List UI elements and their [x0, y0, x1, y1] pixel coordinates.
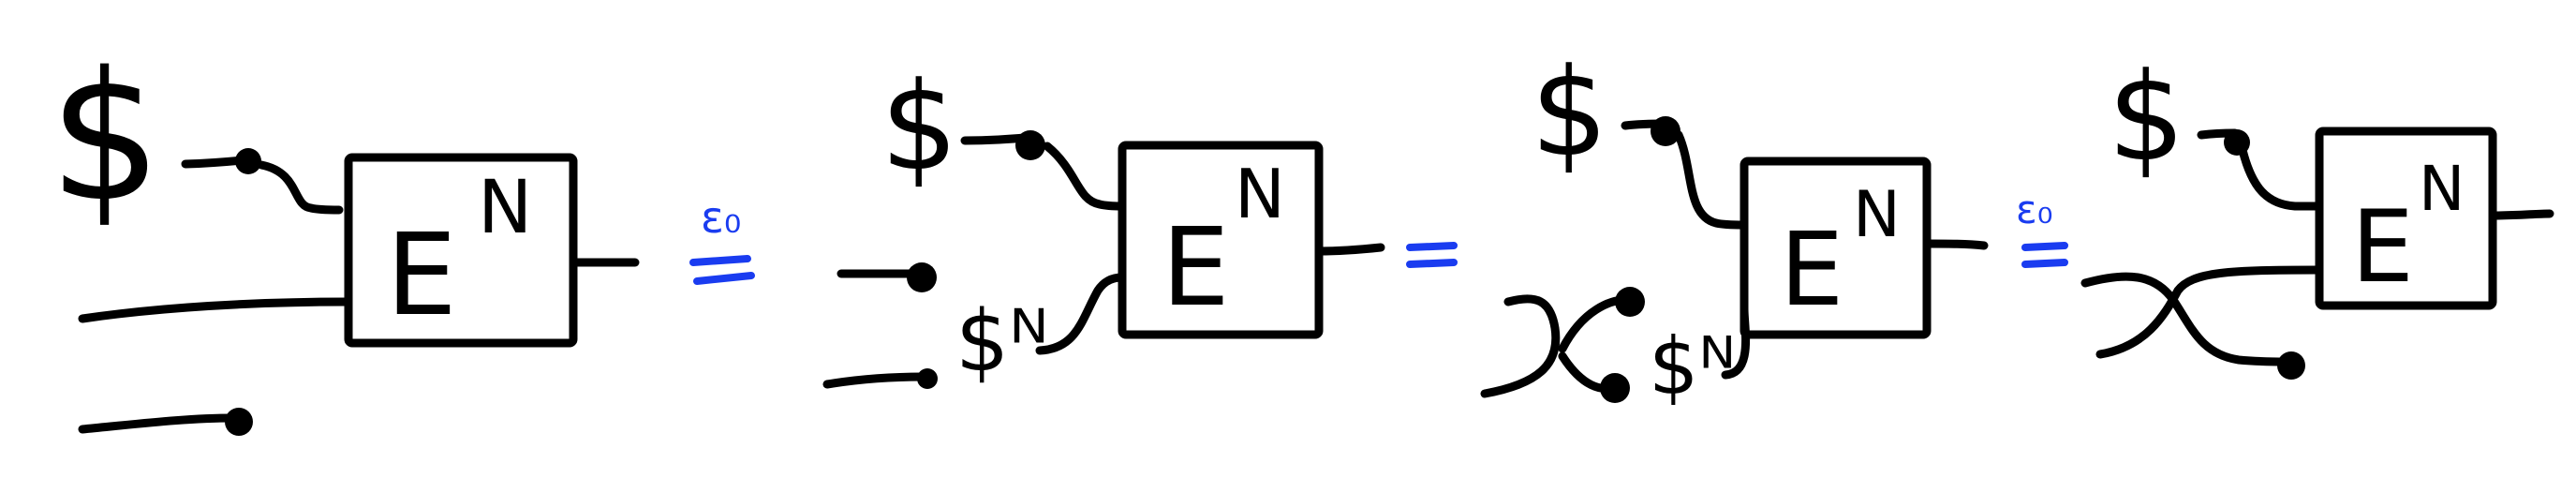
wire-crossing-up — [2095, 265, 2324, 359]
wire-endpoint-dot — [1651, 116, 1680, 146]
diagram-panel-1: $ E N — [49, 34, 640, 436]
box-superscript: N — [1235, 155, 1285, 233]
box-superscript: N — [478, 166, 532, 250]
relation-epsilon-2: ε₀ — [2016, 187, 2068, 268]
diagram-panel-2: $ E N $ᴺ — [822, 55, 1385, 391]
wire-endpoint-dot — [235, 148, 261, 174]
box-superscript: N — [1853, 178, 1901, 252]
dollar-symbol: $ — [1531, 41, 1608, 184]
wire-cup-upper — [1480, 294, 1561, 398]
wire-bottom — [822, 372, 927, 389]
equals-upper-bar — [1406, 242, 1458, 251]
box-e-n — [1118, 141, 1324, 339]
wire-top-curve — [1674, 130, 1749, 230]
wire-top-curve — [2238, 145, 2324, 211]
box-label: E — [2351, 189, 2414, 305]
dollar-symbol: $ — [2108, 46, 2185, 188]
wire-lower-input — [78, 297, 353, 323]
box-label: E — [1780, 212, 1843, 329]
dollar-symbol: $ — [881, 55, 958, 198]
wire-top-curve — [1043, 142, 1127, 211]
diagram-panel-4: $ E N — [2080, 46, 2554, 380]
wire-cup-lower — [1558, 295, 1630, 353]
wire-endpoint-dot — [907, 262, 937, 292]
equals-lower-bar — [2021, 259, 2068, 268]
equals-lower-bar — [1406, 259, 1458, 268]
dollar-n-symbol: $ᴺ — [1649, 321, 1736, 412]
wire-endpoint-dot — [225, 408, 253, 436]
wire-top-curve — [257, 160, 344, 215]
equals-upper-bar — [2021, 242, 2068, 251]
box-superscript: N — [2419, 153, 2465, 225]
relation-equals — [1406, 242, 1458, 268]
epsilon-label: ε₀ — [2016, 187, 2053, 232]
wire-endpoint-dot — [2277, 351, 2305, 380]
relation-epsilon-1: ε₀ — [689, 192, 755, 285]
epsilon-label: ε₀ — [701, 192, 741, 243]
wire-output — [1314, 243, 1385, 256]
wire-endpoint-dot — [1600, 373, 1630, 403]
wire-endpoint-dot — [1615, 287, 1645, 317]
wire-bottom — [78, 413, 239, 434]
dollar-symbol: $ — [49, 34, 162, 241]
wire-crossing-down — [2080, 272, 2290, 366]
wire-endpoint-dot — [917, 368, 938, 389]
box-label: E — [1162, 205, 1230, 331]
wire-endpoint-dot — [1015, 130, 1045, 160]
box-e-n — [344, 153, 578, 348]
equals-upper-bar — [689, 255, 751, 266]
wire-output — [1922, 239, 1989, 250]
dollar-n-symbol: $ᴺ — [955, 292, 1049, 391]
equals-lower-bar — [693, 272, 755, 285]
wire-dollar-n-curve — [1721, 305, 1751, 380]
wire-dollar-n-curve — [1035, 273, 1127, 355]
diagram-panel-3: $ E N $ᴺ — [1480, 41, 1989, 412]
box-label: E — [386, 211, 457, 341]
wire-output — [2488, 209, 2554, 220]
